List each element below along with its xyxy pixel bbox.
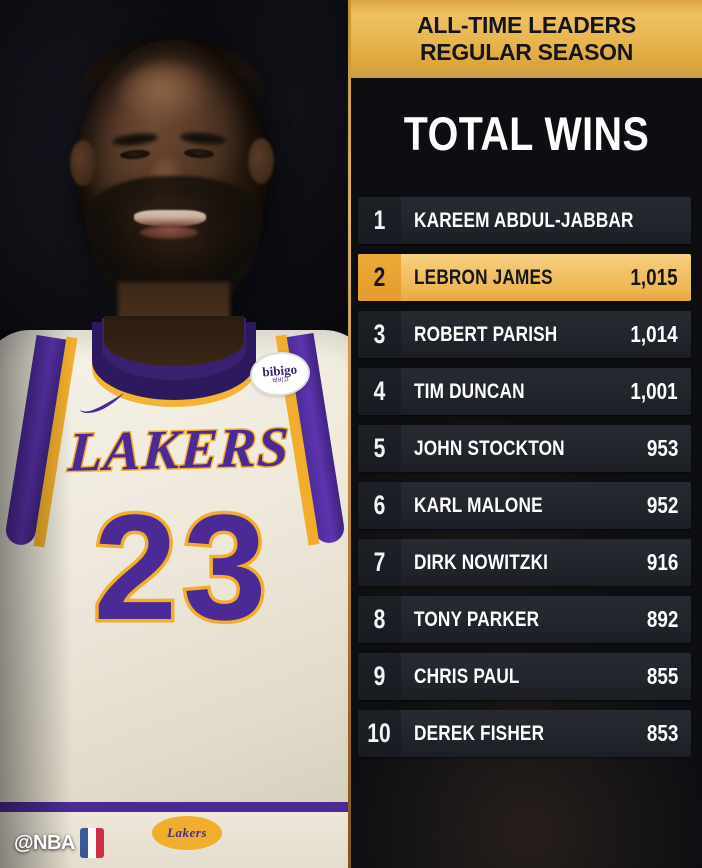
wins-value: 892 bbox=[646, 606, 678, 632]
wins-cell: 855 bbox=[640, 653, 691, 700]
panel-divider bbox=[348, 0, 351, 868]
table-row[interactable]: 5 JOHN STOCKTON 953 bbox=[358, 425, 691, 472]
table-row[interactable]: 1 KAREEM ABDUL-JABBAR 1,074 bbox=[358, 197, 691, 244]
rank-value: 5 bbox=[373, 433, 386, 463]
wins-value: 853 bbox=[646, 720, 678, 746]
table-row[interactable]: 7 DIRK NOWITZKI 916 bbox=[358, 539, 691, 586]
header-banner: ALL-TIME LEADERS REGULAR SEASON bbox=[351, 0, 702, 78]
table-row[interactable]: 4 TIM DUNCAN 1,001 bbox=[358, 368, 691, 415]
table-row-highlighted[interactable]: 2 LEBRON JAMES 1,015 bbox=[358, 254, 691, 301]
player-name: DIRK NOWITZKI bbox=[414, 550, 549, 574]
rank-cell: 7 bbox=[358, 539, 401, 586]
watermark-handle: @NBA bbox=[14, 831, 75, 854]
wins-cell: 1,001 bbox=[620, 368, 691, 415]
wins-cell: 1,074 bbox=[682, 197, 691, 244]
rank-value: 3 bbox=[373, 319, 386, 349]
player-name: ROBERT PARISH bbox=[414, 322, 558, 346]
wins-cell: 952 bbox=[640, 482, 691, 529]
player-cell: KAREEM ABDUL-JABBAR bbox=[401, 197, 682, 244]
rank-value: 4 bbox=[373, 376, 386, 406]
wins-cell: 853 bbox=[640, 710, 691, 757]
sponsor-patch-label: bibigo bbox=[261, 361, 298, 380]
nba-logo-icon bbox=[79, 828, 104, 858]
smile bbox=[134, 210, 206, 227]
player-name: DEREK FISHER bbox=[414, 721, 545, 745]
watermark: @NBA bbox=[14, 828, 104, 858]
leaderboard-list: 1 KAREEM ABDUL-JABBAR 1,074 2 LEBRON JAM… bbox=[351, 197, 702, 757]
rank-value: 7 bbox=[373, 547, 386, 577]
player-name: LEBRON JAMES bbox=[414, 265, 553, 289]
wins-cell: 892 bbox=[640, 596, 691, 643]
rank-cell: 2 bbox=[358, 254, 401, 301]
player-name: KARL MALONE bbox=[414, 493, 543, 517]
player-name: CHRIS PAUL bbox=[414, 664, 520, 688]
shorts-team-logo: Lakers bbox=[152, 816, 222, 850]
nike-swoosh-icon bbox=[80, 393, 124, 413]
rank-value: 1 bbox=[373, 205, 386, 235]
wins-value: 1,014 bbox=[630, 321, 678, 347]
forehead-highlight bbox=[118, 62, 214, 128]
player-name: TONY PARKER bbox=[414, 607, 540, 631]
wins-cell: 953 bbox=[640, 425, 691, 472]
table-row[interactable]: 9 CHRIS PAUL 855 bbox=[358, 653, 691, 700]
photo-left-shadow bbox=[0, 330, 72, 868]
player-cell: JOHN STOCKTON bbox=[401, 425, 640, 472]
page-title: TOTAL WINS bbox=[403, 107, 650, 160]
wins-cell: 916 bbox=[640, 539, 691, 586]
team-wordmark: LAKERS bbox=[66, 415, 293, 486]
wins-value: 855 bbox=[646, 663, 678, 689]
rank-cell: 8 bbox=[358, 596, 401, 643]
sponsor-patch-sublabel: 비비고 bbox=[272, 377, 290, 385]
stats-panel: ALL-TIME LEADERS REGULAR SEASON TOTAL WI… bbox=[351, 0, 702, 868]
rank-cell: 4 bbox=[358, 368, 401, 415]
wins-value: 953 bbox=[646, 435, 678, 461]
rank-cell: 5 bbox=[358, 425, 401, 472]
player-name: KAREEM ABDUL-JABBAR bbox=[414, 208, 634, 232]
table-row[interactable]: 6 KARL MALONE 952 bbox=[358, 482, 691, 529]
ear-left bbox=[70, 140, 96, 186]
rank-value: 2 bbox=[373, 262, 386, 292]
player-cell: DIRK NOWITZKI bbox=[401, 539, 640, 586]
player-cell: LEBRON JAMES bbox=[401, 254, 620, 301]
banner-line-2: REGULAR SEASON bbox=[419, 39, 634, 65]
lower-lip bbox=[140, 226, 198, 239]
player-cell: TONY PARKER bbox=[401, 596, 640, 643]
player-cell: ROBERT PARISH bbox=[401, 311, 620, 358]
rank-cell: 10 bbox=[358, 710, 401, 757]
player-name: TIM DUNCAN bbox=[414, 379, 525, 403]
wins-value: 916 bbox=[646, 549, 678, 575]
player-cell: DEREK FISHER bbox=[401, 710, 640, 757]
player-name: JOHN STOCKTON bbox=[414, 436, 565, 460]
rank-cell: 3 bbox=[358, 311, 401, 358]
rank-value: 6 bbox=[373, 490, 386, 520]
jersey-number: 23 bbox=[90, 483, 273, 651]
banner-line-1: ALL-TIME LEADERS bbox=[417, 12, 636, 39]
wins-value: 1,001 bbox=[630, 378, 678, 404]
rank-cell: 1 bbox=[358, 197, 401, 244]
wins-value: 952 bbox=[646, 492, 678, 518]
rank-cell: 9 bbox=[358, 653, 401, 700]
rank-value: 9 bbox=[373, 661, 386, 691]
wins-cell: 1,014 bbox=[620, 311, 691, 358]
rank-value: 8 bbox=[373, 604, 386, 634]
player-photo: bibigo 비비고 LAKERS 23 Lakers @NBA bbox=[0, 0, 348, 868]
wins-value: 1,015 bbox=[630, 264, 678, 290]
shorts-waistband bbox=[0, 802, 348, 812]
table-row[interactable]: 10 DEREK FISHER 853 bbox=[358, 710, 691, 757]
table-row[interactable]: 8 TONY PARKER 892 bbox=[358, 596, 691, 643]
wins-cell: 1,015 bbox=[620, 254, 691, 301]
table-row[interactable]: 3 ROBERT PARISH 1,014 bbox=[358, 311, 691, 358]
player-cell: KARL MALONE bbox=[401, 482, 640, 529]
player-cell: TIM DUNCAN bbox=[401, 368, 620, 415]
ear-right bbox=[248, 138, 274, 184]
rank-cell: 6 bbox=[358, 482, 401, 529]
jersey-collar-opening bbox=[104, 316, 244, 366]
player-cell: CHRIS PAUL bbox=[401, 653, 640, 700]
rank-value: 10 bbox=[367, 718, 392, 748]
